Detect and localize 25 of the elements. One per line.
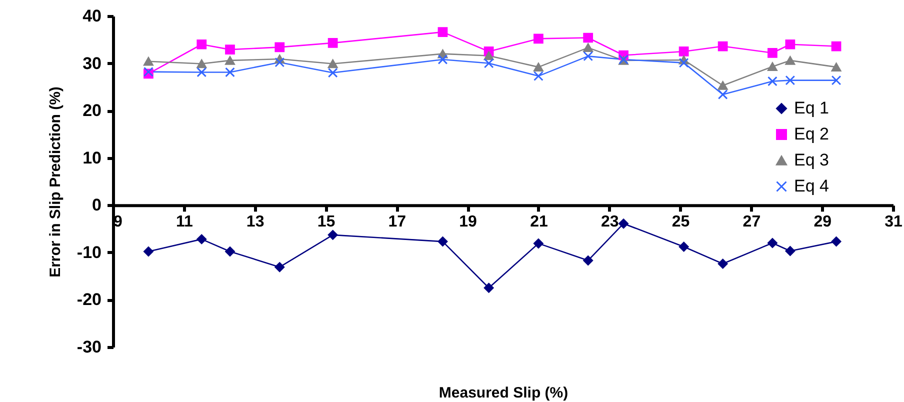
y-tick-label: -10: [76, 242, 102, 262]
y-tick-label: 0: [92, 196, 102, 215]
x-tick-label: 25: [672, 214, 690, 231]
y-tick-label: 40: [82, 6, 102, 26]
x-tick-label: 23: [600, 214, 619, 231]
legend-label: Eq 2: [794, 124, 829, 144]
x-axis-title: Measured Slip (%): [438, 384, 568, 402]
y-tick-label: 20: [82, 101, 102, 120]
y-tick-label: 30: [82, 54, 102, 73]
x-tick-label: 21: [530, 214, 548, 231]
y-axis-title: Error in Slip Prediction (%): [46, 86, 64, 278]
x-tick-label: 27: [742, 214, 761, 231]
legend-label: Eq 1: [794, 98, 829, 118]
x-tick-label: 15: [317, 214, 336, 231]
legend-label: Eq 4: [794, 176, 829, 196]
x-tick-label: 31: [884, 214, 902, 231]
y-tick-label: -20: [76, 290, 102, 310]
legend-label: Eq 3: [794, 150, 829, 170]
x-tick-label: 19: [459, 214, 478, 231]
x-tick-label: 17: [388, 214, 406, 231]
x-tick-label: 13: [246, 214, 264, 231]
y-tick-label: 10: [82, 148, 102, 168]
x-tick-label: 11: [176, 214, 193, 231]
y-tick-label: -30: [76, 338, 102, 356]
x-tick-label: 29: [814, 214, 832, 231]
